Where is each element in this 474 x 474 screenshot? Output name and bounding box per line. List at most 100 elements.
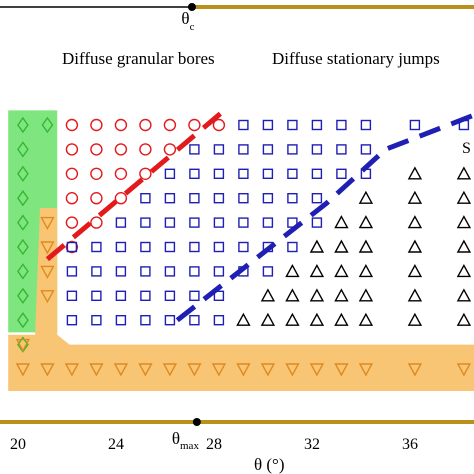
inverted-triangle-marker bbox=[358, 363, 374, 377]
square-marker bbox=[262, 217, 274, 228]
square-marker bbox=[66, 290, 78, 301]
inverted-triangle-marker bbox=[40, 265, 55, 279]
circle-marker bbox=[139, 143, 152, 156]
square-marker bbox=[311, 192, 323, 204]
triangle-marker bbox=[309, 263, 325, 278]
square-marker bbox=[262, 241, 274, 253]
shaded-regions bbox=[8, 110, 474, 391]
triangle-marker bbox=[285, 312, 300, 326]
circle-marker bbox=[188, 118, 201, 132]
inverted-triangle-marker bbox=[40, 363, 55, 377]
square-marker bbox=[287, 241, 298, 253]
square-marker bbox=[115, 241, 127, 253]
triangle-marker bbox=[358, 239, 374, 253]
square-marker bbox=[409, 119, 421, 131]
triangle-marker bbox=[285, 263, 300, 278]
inverted-triangle-marker bbox=[260, 363, 276, 377]
inverted-triangle-marker bbox=[40, 216, 55, 231]
theta-max-subscript: max bbox=[180, 440, 199, 452]
square-marker bbox=[91, 241, 102, 253]
circle-marker bbox=[139, 167, 152, 181]
diamond-marker bbox=[17, 116, 29, 134]
diamond-marker bbox=[17, 214, 29, 231]
inverted-triangle-marker bbox=[113, 363, 129, 377]
inverted-triangle-marker bbox=[236, 363, 251, 377]
square-marker bbox=[66, 315, 78, 326]
edge-label-s: S bbox=[462, 140, 471, 157]
theta-c-symbol: θ bbox=[181, 9, 189, 28]
diamond-marker bbox=[17, 189, 29, 207]
square-marker bbox=[360, 144, 372, 155]
square-marker bbox=[91, 290, 102, 301]
triangle-marker bbox=[407, 166, 423, 180]
triangle-marker bbox=[407, 312, 423, 326]
square-marker bbox=[311, 217, 323, 228]
triangle-marker bbox=[358, 215, 374, 229]
x-tick-label: 32 bbox=[304, 436, 320, 453]
square-marker bbox=[115, 290, 127, 301]
square-marker bbox=[238, 266, 249, 277]
circle-marker bbox=[90, 118, 103, 132]
left-region-label: Diffuse granular bores bbox=[62, 49, 215, 68]
square-marker bbox=[140, 290, 151, 301]
theta-max-marker bbox=[192, 418, 201, 426]
square-marker bbox=[115, 266, 127, 277]
square-marker bbox=[238, 168, 249, 180]
square-marker bbox=[213, 192, 225, 204]
circle-marker bbox=[65, 143, 79, 156]
square-marker bbox=[238, 119, 249, 131]
diamond-marker bbox=[17, 141, 29, 158]
square-marker bbox=[287, 144, 298, 155]
diamond-marker bbox=[17, 238, 29, 256]
triangle-marker bbox=[407, 288, 423, 302]
boundary-lines bbox=[45, 110, 474, 323]
triangle-marker bbox=[407, 263, 423, 278]
triangle-marker bbox=[456, 166, 472, 180]
square-marker bbox=[287, 192, 298, 204]
square-marker bbox=[189, 192, 200, 204]
triangle-marker bbox=[456, 288, 472, 302]
square-marker bbox=[262, 266, 274, 277]
square-marker bbox=[287, 168, 298, 180]
diamond-marker bbox=[17, 263, 29, 280]
inverted-triangle-marker bbox=[89, 363, 104, 377]
square-marker bbox=[189, 266, 200, 277]
square-marker bbox=[213, 266, 225, 277]
circle-marker bbox=[114, 167, 128, 181]
square-marker bbox=[311, 168, 323, 180]
square-marker bbox=[164, 168, 176, 180]
inverted-triangle-marker bbox=[285, 363, 300, 377]
data-points bbox=[15, 116, 472, 377]
square-marker bbox=[311, 144, 323, 155]
inverted-triangle-marker bbox=[309, 363, 325, 377]
square-marker bbox=[115, 217, 127, 228]
boundary-blue_dashed bbox=[175, 112, 474, 323]
triangle-marker bbox=[456, 263, 472, 278]
square-marker bbox=[189, 315, 200, 326]
square-marker bbox=[262, 119, 274, 131]
triangle-marker bbox=[456, 239, 472, 253]
x-axis-ticks: 20 24 28 32 36 bbox=[10, 436, 418, 453]
circle-marker bbox=[65, 118, 79, 132]
square-marker bbox=[213, 144, 225, 155]
triangle-marker bbox=[334, 263, 349, 278]
triangle-marker bbox=[407, 239, 423, 253]
circle-marker bbox=[163, 143, 177, 156]
right-region-label: Diffuse stationary jumps bbox=[272, 49, 440, 68]
circle-marker bbox=[163, 118, 177, 132]
triangle-marker bbox=[407, 215, 423, 229]
square-marker bbox=[262, 192, 274, 204]
square-marker bbox=[336, 168, 347, 180]
inverted-triangle-marker bbox=[407, 363, 423, 377]
triangle-marker bbox=[309, 288, 325, 302]
inverted-triangle-marker bbox=[15, 363, 31, 377]
square-marker bbox=[336, 119, 347, 131]
square-marker bbox=[140, 241, 151, 253]
region-orange_region bbox=[8, 208, 474, 391]
x-tick-label: 20 bbox=[10, 436, 26, 453]
diamond-marker bbox=[17, 287, 29, 305]
diamond-marker bbox=[17, 311, 29, 329]
inverted-triangle-marker bbox=[162, 363, 178, 377]
triangle-marker bbox=[334, 215, 349, 229]
